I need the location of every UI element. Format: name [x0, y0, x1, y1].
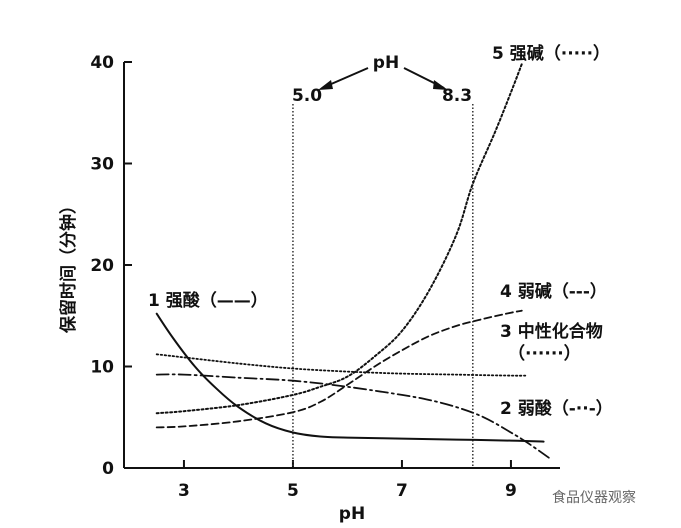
x-tick-label: 9	[505, 481, 517, 501]
watermark: 食品仪器观察	[552, 489, 636, 506]
series-label-3-line2: （······）	[508, 343, 581, 364]
reference-lines	[292, 104, 474, 468]
y-ticks: 0 10 20 30 40	[90, 53, 132, 479]
x-tick-label: 3	[178, 481, 190, 501]
x-tick-label: 7	[396, 481, 408, 501]
y-tick-label: 10	[90, 358, 114, 378]
y-axis-title: 保留时间（分钟）	[58, 197, 79, 334]
x-axis-title: pH	[339, 504, 365, 524]
series-label-4: 4 弱碱（---）	[500, 281, 607, 302]
y-tick-label: 0	[102, 459, 114, 479]
series-label-2: 2 弱酸（-··-）	[500, 398, 613, 419]
y-tick-label: 40	[90, 53, 114, 73]
series-line-2	[155, 373, 550, 459]
annotation-arrowhead-right	[433, 80, 448, 90]
series-line-3	[155, 353, 529, 377]
series-line-5	[155, 63, 523, 415]
x-ticks: 3 5 7 9	[178, 460, 517, 501]
series-label-3: 3 中性化合物	[500, 321, 603, 342]
series-label-5: 5 强碱（·····）	[492, 43, 610, 64]
annotation-right-value: 8.3	[442, 86, 472, 106]
annotation-arrowhead-left	[318, 80, 333, 90]
y-tick-label: 20	[90, 256, 114, 276]
y-tick-label: 30	[90, 155, 114, 175]
annotation-left-value: 5.0	[292, 86, 322, 106]
series-group	[155, 63, 550, 459]
x-tick-label: 5	[287, 481, 299, 501]
series-line-1	[155, 312, 545, 443]
series-line-4	[155, 309, 523, 429]
series-label-1: 1 强酸（——）	[148, 290, 268, 311]
annotation-ph-label: pH	[373, 53, 399, 73]
